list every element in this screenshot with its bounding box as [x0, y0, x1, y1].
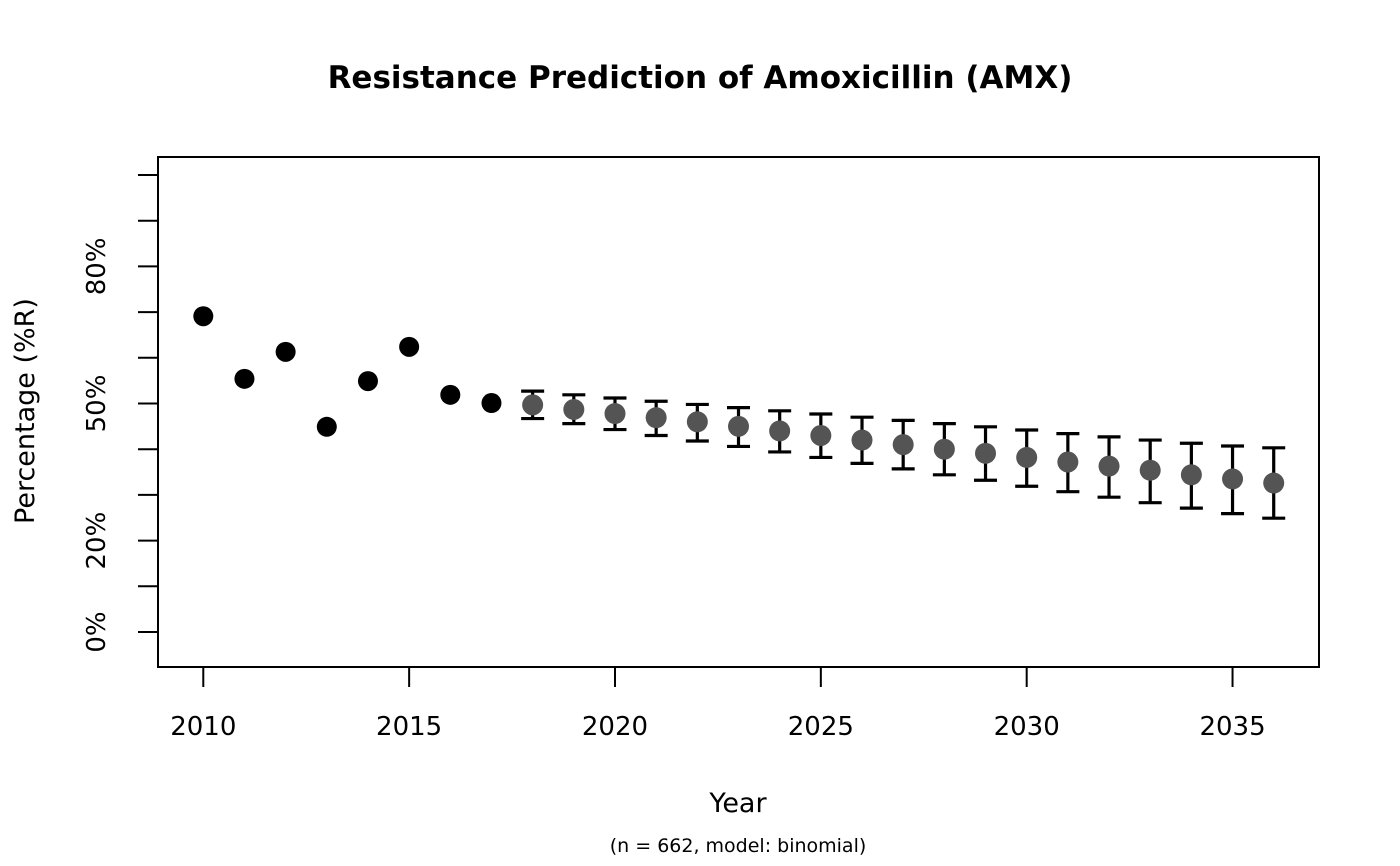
y-tick-label: 50%	[82, 375, 112, 433]
prediction-point	[563, 398, 585, 420]
prediction-point	[975, 442, 997, 464]
prediction-point	[1263, 472, 1285, 494]
prediction-point	[1057, 451, 1079, 473]
prediction-point	[604, 403, 626, 425]
x-tick-label: 2010	[170, 712, 236, 742]
x-axis-subtitle: (n = 662, model: binomial)	[610, 835, 867, 857]
observed-point	[481, 393, 502, 414]
prediction-point	[1222, 468, 1244, 490]
y-tick-label: 0%	[82, 611, 112, 652]
chart-title: Resistance Prediction of Amoxicillin (AM…	[328, 60, 1073, 96]
observed-point	[440, 384, 461, 405]
x-tick-label: 2025	[788, 712, 854, 742]
prediction-point	[1139, 459, 1161, 481]
prediction-point	[686, 411, 708, 433]
observed-point	[193, 306, 214, 327]
observed-point	[357, 371, 378, 392]
prediction-point	[933, 438, 955, 460]
y-axis-label: Percentage (%R)	[10, 298, 41, 524]
x-tick-label: 2035	[1199, 712, 1265, 742]
y-tick-label: 20%	[82, 512, 112, 570]
prediction-point	[1016, 446, 1038, 468]
observed-point	[275, 341, 296, 362]
observed-point	[316, 416, 337, 437]
prediction-point	[810, 424, 832, 446]
x-tick-label: 2015	[376, 712, 442, 742]
plot-area: 2010 2015 2020 2025 2030 2035 0% 20% 50% 80%	[82, 156, 1320, 742]
prediction-point	[645, 407, 667, 429]
plot-border	[157, 156, 1320, 668]
prediction-point	[851, 429, 873, 451]
prediction-point	[892, 434, 914, 456]
x-tick-label: 2020	[582, 712, 648, 742]
prediction-point	[769, 420, 791, 442]
x-tick-label: 2030	[994, 712, 1060, 742]
prediction-point	[728, 415, 749, 437]
observed-point	[234, 368, 255, 389]
prediction-point	[1180, 464, 1202, 486]
prediction-point	[522, 394, 544, 416]
observed-point	[399, 336, 420, 357]
prediction-point	[1098, 455, 1120, 477]
y-tick-label: 80%	[82, 238, 112, 296]
x-axis-label: Year	[708, 788, 767, 819]
